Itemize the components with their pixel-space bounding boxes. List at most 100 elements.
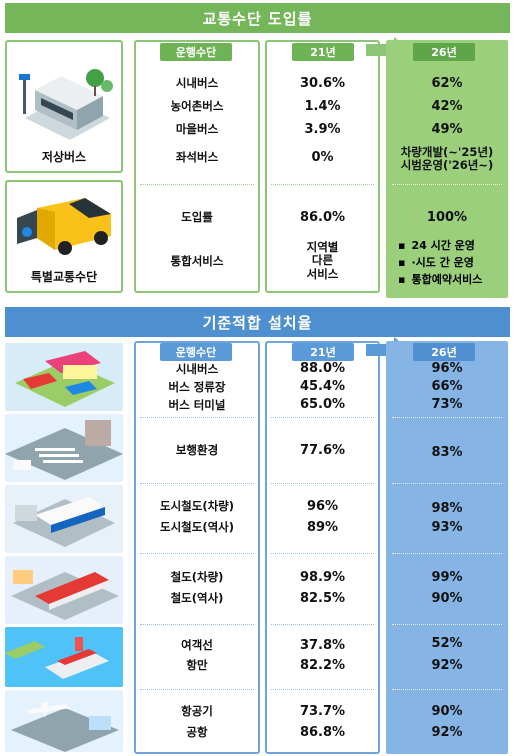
bus-terminal-panel: [5, 343, 123, 411]
intro-21-column: [265, 40, 380, 293]
intro-header-21: 21년: [292, 43, 354, 61]
install-21-subway-station: 89%: [306, 519, 339, 535]
install-26-airport: 92%: [431, 724, 463, 740]
divider: [392, 483, 502, 484]
bus-terminal-illustration: [5, 343, 123, 411]
install-header-21: 21년: [292, 343, 354, 361]
intro-21-integrated-line3: 서비스: [306, 266, 339, 281]
intro-21-city-bus: 30.6%: [299, 75, 346, 91]
install-mode-subway-vehicle: 도시철도(차량): [160, 499, 234, 514]
intro-21-integrated-line1: 지역별: [306, 240, 339, 255]
install-26-rail-vehicle: 99%: [431, 569, 463, 585]
group-label-low-floor-bus: 저상버스: [41, 150, 87, 165]
install-21-column: [265, 341, 380, 754]
intro-mode-column: [134, 40, 260, 293]
intro-header-mode: 운행수단: [160, 43, 232, 61]
divider: [140, 553, 254, 554]
divider: [392, 553, 502, 554]
install-26-bus-stop: 66%: [431, 379, 463, 395]
intro-26-village-bus: 49%: [431, 121, 463, 137]
install-mode-rail-station: 철도(역사): [170, 591, 224, 606]
divider: [140, 624, 254, 625]
intro-21-seat-bus: 0%: [311, 149, 334, 165]
install-mode-passenger-ship: 여객선: [181, 638, 213, 653]
intro-21-introduction-rate: 86.0%: [299, 209, 346, 225]
install-mode-bus-stop: 버스 정류장: [168, 379, 226, 394]
install-mode-rail-vehicle: 철도(차량): [170, 570, 224, 585]
divider: [271, 417, 374, 418]
install-26-aircraft: 90%: [431, 703, 463, 719]
divider: [140, 417, 254, 418]
install-21-port: 82.2%: [299, 657, 346, 673]
divider: [271, 689, 374, 690]
special-transport-van-illustration: [17, 198, 111, 255]
intro-21-integrated-line2: 다른: [311, 253, 334, 268]
install-26-bus-terminal: 73%: [431, 397, 463, 413]
airport-panel: [5, 690, 123, 752]
divider: [271, 184, 374, 185]
install-26-column: [386, 341, 508, 754]
intro-26-city-bus: 62%: [431, 75, 463, 91]
install-26-subway-vehicle: 98%: [431, 500, 463, 516]
install-26-passenger-ship: 52%: [431, 635, 463, 651]
install-21-bus-stop: 45.4%: [299, 379, 346, 395]
airport-illustration: [5, 690, 123, 752]
divider: [392, 624, 502, 625]
intro-21-village-bus: 3.9%: [304, 121, 341, 137]
intro-mode-seat-bus: 좌석버스: [175, 150, 219, 165]
passenger-ship-illustration: [5, 627, 123, 687]
install-26-city-bus: 96%: [431, 361, 463, 377]
special-transport-panel: 특별교통수단: [5, 180, 123, 293]
divider: [140, 184, 254, 185]
divider: [271, 483, 374, 484]
install-mode-pedestrian: 보행환경: [175, 443, 219, 458]
divider: [271, 624, 374, 625]
intro-26-seat-bus-line1: 차량개발(~'25년): [400, 144, 494, 159]
intro-mode-integrated-service: 통합서비스: [170, 254, 224, 269]
intro-26-introduction-rate: 100%: [426, 209, 468, 225]
install-21-city-bus: 88.0%: [299, 361, 346, 377]
intro-mode-city-bus: 시내버스: [175, 76, 219, 91]
group-label-special-transport: 특별교통수단: [30, 270, 98, 285]
intro-mode-introduction-rate: 도입률: [181, 210, 213, 225]
install-21-subway-vehicle: 96%: [306, 498, 339, 514]
install-21-airport: 86.8%: [299, 724, 346, 740]
intro-mode-village-bus: 마을버스: [175, 122, 219, 137]
install-21-rail-station: 82.5%: [299, 590, 346, 606]
install-header-mode: 운행수단: [160, 343, 232, 361]
install-21-passenger-ship: 37.8%: [299, 637, 346, 653]
intro-26-seat-bus-line2: 시범운영('26년~): [400, 158, 494, 172]
low-floor-bus-panel: 저상버스: [5, 40, 123, 173]
intro-26-rural-bus: 42%: [431, 98, 463, 114]
install-26-port: 92%: [431, 657, 463, 673]
intro-21-integrated-service: 지역별 다른 서비스: [265, 238, 380, 284]
pedestrian-panel: [5, 414, 123, 482]
intro-26-integrated-service: 24 시간 운영 ·시도 간 운영 통합예약서비스: [398, 237, 506, 288]
intro-21-rural-bus: 1.4%: [304, 98, 341, 114]
service-bullet: 24 시간 운영: [398, 237, 506, 254]
install-mode-city-bus: 시내버스: [175, 361, 219, 376]
install-21-aircraft: 73.7%: [299, 703, 346, 719]
intro-26-seat-bus: 차량개발(~'25년) 시범운영('26년~): [386, 142, 508, 176]
install-mode-subway-station: 도시철도(역사): [160, 520, 234, 535]
install-26-subway-station: 93%: [431, 519, 463, 535]
low-floor-bus-illustration: [19, 69, 113, 140]
intro-header-26: 26년: [413, 43, 475, 61]
intro-section-banner: 교통수단 도입률: [5, 3, 510, 33]
ship-panel: [5, 627, 123, 687]
intro-mode-rural-bus: 농어촌버스: [170, 99, 224, 114]
divider: [140, 483, 254, 484]
install-26-rail-station: 90%: [431, 590, 463, 606]
install-21-pedestrian: 77.6%: [299, 442, 346, 458]
install-26-pedestrian: 83%: [431, 444, 463, 460]
install-mode-airport: 공항: [186, 725, 208, 740]
divider: [392, 417, 502, 418]
divider: [271, 553, 374, 554]
divider: [392, 184, 502, 185]
railway-panel: [5, 556, 123, 624]
install-mode-port: 항만: [186, 658, 208, 673]
service-bullet: ·시도 간 운영: [398, 254, 506, 271]
railway-train-illustration: [5, 556, 123, 624]
pedestrian-crosswalk-illustration: [5, 414, 123, 482]
install-mode-bus-terminal: 버스 터미널: [168, 397, 226, 412]
